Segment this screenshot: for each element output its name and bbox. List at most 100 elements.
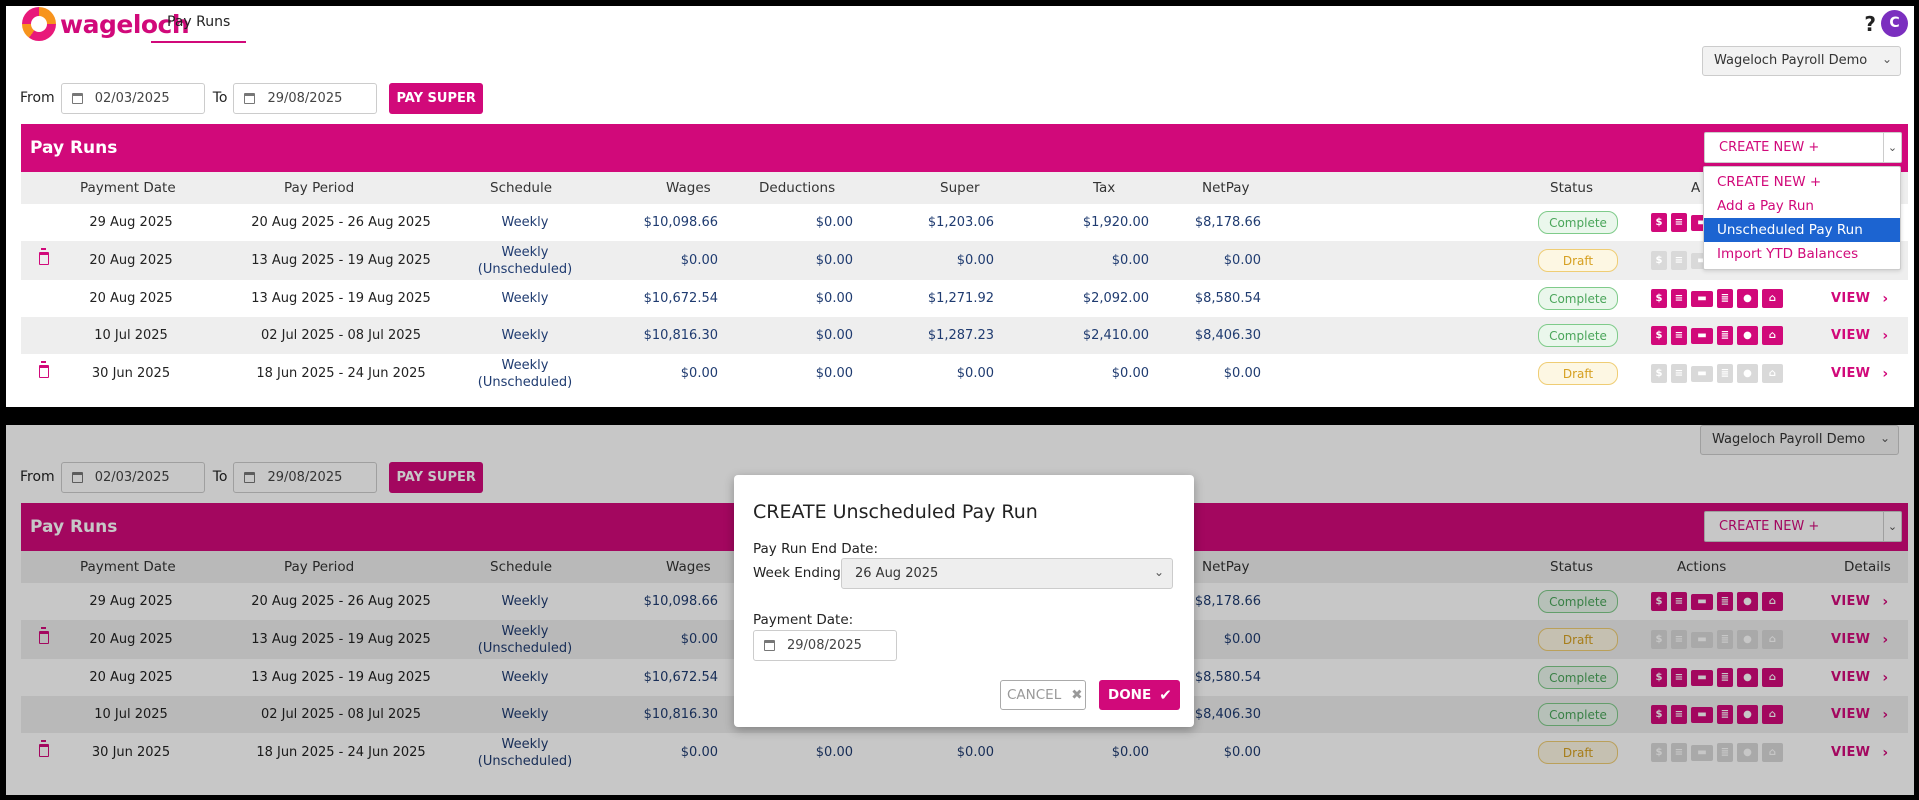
piggy-bank-icon[interactable]: ● (1737, 668, 1758, 687)
chevron-down-icon: ⌄ (1883, 512, 1901, 541)
card-icon[interactable]: ▬ (1691, 706, 1713, 723)
col-tax: Tax (1093, 180, 1116, 196)
report-icon[interactable]: ≣ (1717, 592, 1733, 611)
report-icon[interactable]: ≣ (1717, 289, 1733, 308)
document-icon[interactable]: ≡ (1671, 705, 1687, 724)
table-row: 30 Jun 2025 18 Jun 2025 - 24 Jun 2025 Week… (21, 733, 1908, 772)
document-icon[interactable]: ≡ (1671, 326, 1687, 345)
status-badge: Draft (1538, 741, 1618, 764)
payment-date-field[interactable]: 29/08/2025 (753, 630, 897, 661)
view-label: VIEW (1831, 632, 1871, 647)
card-icon[interactable]: ▬ (1691, 327, 1713, 344)
document-icon[interactable]: ≡ (1671, 289, 1687, 308)
cell-actions: $ ≡ ▬ (1651, 204, 1713, 241)
help-icon[interactable]: ? (1864, 12, 1876, 36)
view-label: VIEW (1831, 707, 1871, 722)
company-select[interactable]: Wageloch Payroll Demo ⌄ (1702, 46, 1901, 76)
logo[interactable]: wageloch (22, 7, 190, 41)
document-icon[interactable]: ≡ (1671, 668, 1687, 687)
payslip-icon[interactable]: $ (1651, 326, 1667, 345)
cell-pay-period: 13 Aug 2025 - 19 Aug 2025 (251, 253, 431, 268)
cell-actions: $≡▬≣●⌂ (1651, 354, 1791, 393)
dropdown-item-import-ytd[interactable]: Import YTD Balances (1717, 246, 1859, 262)
action-icons: $≡▬≣●⌂ (1651, 592, 1783, 611)
trash-icon[interactable] (39, 248, 49, 265)
to-date-field[interactable]: 29/08/2025 (233, 82, 378, 114)
cell-payment-date: 20 Aug 2025 (89, 632, 173, 647)
cell-payment-date: 20 Aug 2025 (89, 291, 173, 306)
dropdown-item-unscheduled-pay-run[interactable]: Unscheduled Pay Run (1704, 218, 1900, 242)
report-icon[interactable]: ≣ (1717, 668, 1733, 687)
bank-icon[interactable]: ⌂ (1762, 289, 1783, 308)
dropdown-item-create-new[interactable]: CREATE NEW + (1717, 174, 1822, 190)
week-ending-select[interactable]: 26 Aug 2025 ⌄ (841, 558, 1173, 589)
piggy-bank-icon[interactable]: ● (1737, 705, 1758, 724)
payslip-icon[interactable]: $ (1651, 213, 1667, 232)
cell-pay-period: 18 Jun 2025 - 24 Jun 2025 (256, 745, 426, 760)
cancel-button[interactable]: CANCEL ✖ (1000, 680, 1086, 710)
done-button[interactable]: DONE ✔ (1099, 680, 1180, 710)
view-link[interactable]: VIEW › (1831, 280, 1901, 317)
piggy-bank-icon[interactable]: ● (1737, 326, 1758, 345)
cell-actions: $≡▬≣●⌂ (1651, 280, 1791, 317)
cell-deductions: $0.00 (815, 366, 853, 381)
dropdown-item-add-pay-run[interactable]: Add a Pay Run (1717, 198, 1814, 214)
cell-wages: $10,816.30 (643, 707, 718, 722)
payslip-icon[interactable]: $ (1651, 592, 1667, 611)
to-date-field[interactable]: 29/08/2025 (233, 461, 378, 493)
end-date-label: Pay Run End Date: (753, 541, 879, 557)
table-row: 20 Aug 2025 13 Aug 2025 - 19 Aug 2025 Week… (21, 241, 1908, 280)
view-link[interactable]: VIEW › (1831, 733, 1901, 772)
payslip-icon[interactable]: $ (1651, 289, 1667, 308)
trash-icon[interactable] (39, 740, 49, 757)
cell-super: $1,287.23 (927, 328, 994, 343)
bank-icon[interactable]: ⌂ (1762, 668, 1783, 687)
cell-tax: $2,092.00 (1082, 291, 1149, 306)
avatar[interactable]: C (1881, 10, 1908, 37)
bank-icon[interactable]: ⌂ (1762, 705, 1783, 724)
from-date-field[interactable]: 02/03/2025 (60, 82, 205, 114)
schedule-label: Weekly (501, 244, 549, 260)
payslip-icon[interactable]: $ (1651, 668, 1667, 687)
piggy-bank-icon[interactable]: ● (1737, 592, 1758, 611)
payslip-icon[interactable]: $ (1651, 705, 1667, 724)
cell-status: Complete (1538, 280, 1620, 317)
view-link[interactable]: VIEW › (1831, 317, 1901, 354)
document-icon[interactable]: ≡ (1671, 592, 1687, 611)
payment-date-value: 29/08/2025 (787, 638, 862, 653)
bank-icon[interactable]: ⌂ (1762, 326, 1783, 345)
col-wages: Wages (666, 559, 711, 575)
nav-tab-pay-runs[interactable]: Pay Runs (151, 14, 247, 43)
document-icon: ≡ (1671, 743, 1687, 762)
create-new-select[interactable]: CREATE NEW + ⌄ (1704, 132, 1902, 163)
cell-schedule: Weekly (465, 317, 585, 354)
view-link[interactable]: VIEW › (1831, 583, 1901, 620)
view-link[interactable]: VIEW › (1831, 354, 1901, 393)
view-link[interactable]: VIEW › (1831, 696, 1901, 733)
cell-tax: $2,410.00 (1082, 328, 1149, 343)
from-date-field[interactable]: 02/03/2025 (60, 461, 205, 493)
view-link[interactable]: VIEW › (1831, 659, 1901, 696)
report-icon[interactable]: ≣ (1717, 326, 1733, 345)
view-label: VIEW (1831, 328, 1871, 343)
piggy-bank-icon[interactable]: ● (1737, 289, 1758, 308)
view-label: VIEW (1831, 670, 1871, 685)
col-schedule: Schedule (490, 180, 553, 196)
report-icon[interactable]: ≣ (1717, 705, 1733, 724)
card-icon[interactable]: ▬ (1691, 290, 1713, 307)
document-icon: ≡ (1671, 630, 1687, 649)
company-select[interactable]: Wageloch Payroll Demo ⌄ (1700, 425, 1899, 455)
schedule-label: Weekly (501, 736, 549, 752)
view-link[interactable]: VIEW › (1831, 620, 1901, 659)
trash-icon[interactable] (39, 361, 49, 378)
document-icon[interactable]: ≡ (1671, 213, 1687, 232)
pay-super-button[interactable]: PAY SUPER (389, 82, 483, 114)
schedule-label: Weekly (501, 328, 549, 343)
pay-super-button[interactable]: PAY SUPER (389, 461, 483, 493)
card-icon[interactable]: ▬ (1691, 669, 1713, 686)
create-new-select[interactable]: CREATE NEW + ⌄ (1704, 511, 1902, 542)
card-icon[interactable]: ▬ (1691, 593, 1713, 610)
view-label: VIEW (1831, 594, 1871, 609)
trash-icon[interactable] (39, 627, 49, 644)
bank-icon[interactable]: ⌂ (1762, 592, 1783, 611)
